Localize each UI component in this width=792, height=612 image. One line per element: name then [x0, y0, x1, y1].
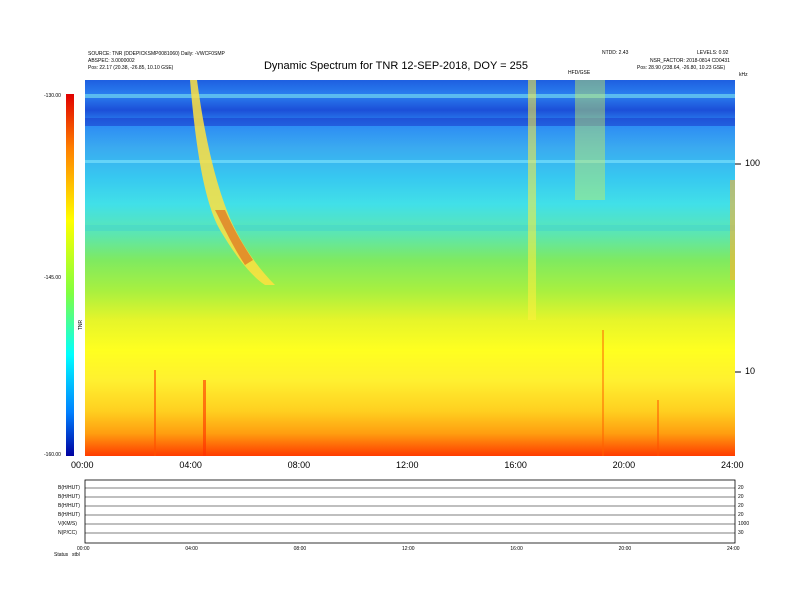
streak-4 — [657, 400, 659, 456]
header-left-line3: Pos: 22.17 (20.38, -26.85, 10.10 GSE) — [88, 65, 174, 71]
activity-2400 — [730, 180, 735, 280]
colorbar-tick-top: -130.00 — [44, 93, 61, 99]
colorbar-label: TNR — [78, 319, 85, 331]
x-tick-label: 16:00 — [504, 460, 527, 470]
header-left-line2: ABSPEC: 3.0000002 — [88, 58, 135, 64]
band-1 — [85, 94, 735, 98]
x-tick-label: 20:00 — [612, 460, 636, 470]
header-right-line1a: NTDD: 2.43 — [602, 50, 629, 56]
right-y-axis — [735, 163, 741, 373]
colorbar-tick-mid: -145.00 — [44, 275, 61, 281]
colorbar — [66, 94, 74, 456]
colorbar-tick-bottom: -160.00 — [44, 452, 61, 458]
panel-x-tick-label: 00:00 — [77, 546, 90, 552]
panel-right-tick: 1000 — [738, 521, 750, 527]
x-tick-label: 00:00 — [71, 460, 94, 470]
band-4 — [85, 225, 735, 231]
spectrum-heatmap — [85, 80, 735, 456]
panel-row-label: N(P/CC) — [58, 530, 77, 536]
panel-right-tick: 20 — [738, 512, 744, 518]
y-tick-label-100: 100 — [745, 158, 761, 168]
chart-title: Dynamic Spectrum for TNR 12-SEP-2018, DO… — [263, 60, 528, 72]
x-tick-label: 04:00 — [179, 460, 202, 470]
panel-x-tick-label: 08:00 — [293, 546, 307, 552]
panel-right-tick: 30 — [738, 530, 744, 536]
x-tick-label: 12:00 — [396, 460, 419, 470]
panel-row-label: V(KM/S) — [58, 521, 77, 527]
burst-04-core — [215, 210, 253, 265]
panel-x-tick-label: 16:00 — [510, 546, 523, 552]
spectrum-features — [85, 80, 735, 456]
panel-right-tick: 20 — [738, 503, 744, 509]
header-right-line2: NSR_FACTOR: 2018-0814 CD0431 — [650, 58, 730, 64]
status-label: Status — [54, 552, 69, 558]
panel-right-tick: 20 — [738, 485, 744, 491]
bottom-panels — [84, 479, 736, 544]
header-far-right: kHz — [739, 72, 748, 78]
header-right-line3: Pos: 28.90 (238.64, -26.80, 10.23 GSE) — [637, 65, 726, 71]
panel-x-tick-label: 12:00 — [402, 546, 415, 552]
streak-2 — [203, 380, 206, 456]
panel-row-label: B(H/HUT) — [58, 512, 80, 518]
panel-right-tick: 20 — [738, 494, 744, 500]
band-2 — [85, 118, 735, 126]
x-tick-label: 08:00 — [287, 460, 311, 470]
panel-row-label: B(H/HUT) — [58, 503, 80, 509]
band-3 — [85, 160, 735, 163]
header-right-line1b: LEVELS: 0.92 — [697, 50, 729, 56]
panel-row-label: B(H/HUT) — [58, 485, 80, 491]
streak-1 — [154, 370, 156, 456]
burst-04 — [190, 80, 275, 285]
header-center-small: HFD/GSE — [568, 70, 591, 76]
panel-frame — [84, 479, 736, 544]
panel-row-label: B(H/HUT) — [58, 494, 80, 500]
y-tick-label-10: 10 — [745, 366, 756, 376]
x-tick-label: 24:00 — [721, 460, 744, 470]
panel-x-tick-label: 24:00 — [727, 546, 740, 552]
panel-x-tick-label: 20:00 — [618, 546, 632, 552]
streak-3 — [602, 330, 604, 456]
activity-1830 — [575, 80, 605, 200]
status-label2: stbl — [72, 552, 80, 558]
header-left-line1: SOURCE: TNR (DDEPICKSMP0081060) Daily: -… — [88, 51, 225, 57]
activity-1630 — [528, 80, 536, 320]
panel-x-tick-label: 04:00 — [185, 546, 198, 552]
